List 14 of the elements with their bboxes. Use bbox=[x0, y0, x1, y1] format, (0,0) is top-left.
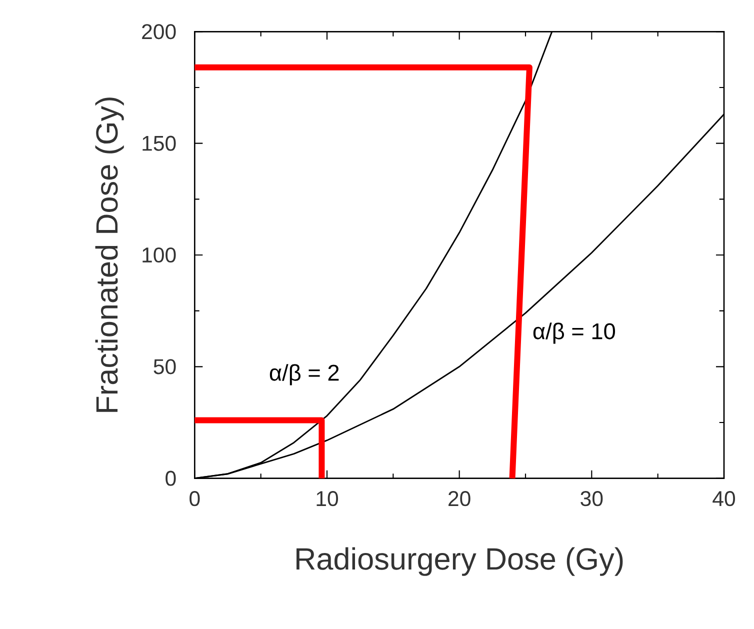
y-tick-label: 0 bbox=[166, 470, 176, 486]
x-tick-label: 10 bbox=[316, 491, 338, 506]
y-tick-label: 50 bbox=[154, 359, 176, 374]
series-label: α/β = 10 bbox=[533, 322, 616, 344]
x-tick-label: 30 bbox=[580, 491, 603, 506]
x-tick-label: 20 bbox=[448, 491, 470, 506]
series-label: α/β = 2 bbox=[270, 364, 339, 386]
y-tick-label: 100 bbox=[142, 247, 176, 263]
x-tick-label: 40 bbox=[712, 491, 736, 506]
x-tick-label: 0 bbox=[190, 491, 200, 506]
y-axis-title: Fractionated Dose (Gy) bbox=[95, 98, 124, 412]
y-tick-label: 200 bbox=[142, 24, 176, 40]
y-tick-label: 150 bbox=[142, 136, 176, 151]
x-axis-title: Radiosurgery Dose (Gy) bbox=[296, 547, 623, 576]
